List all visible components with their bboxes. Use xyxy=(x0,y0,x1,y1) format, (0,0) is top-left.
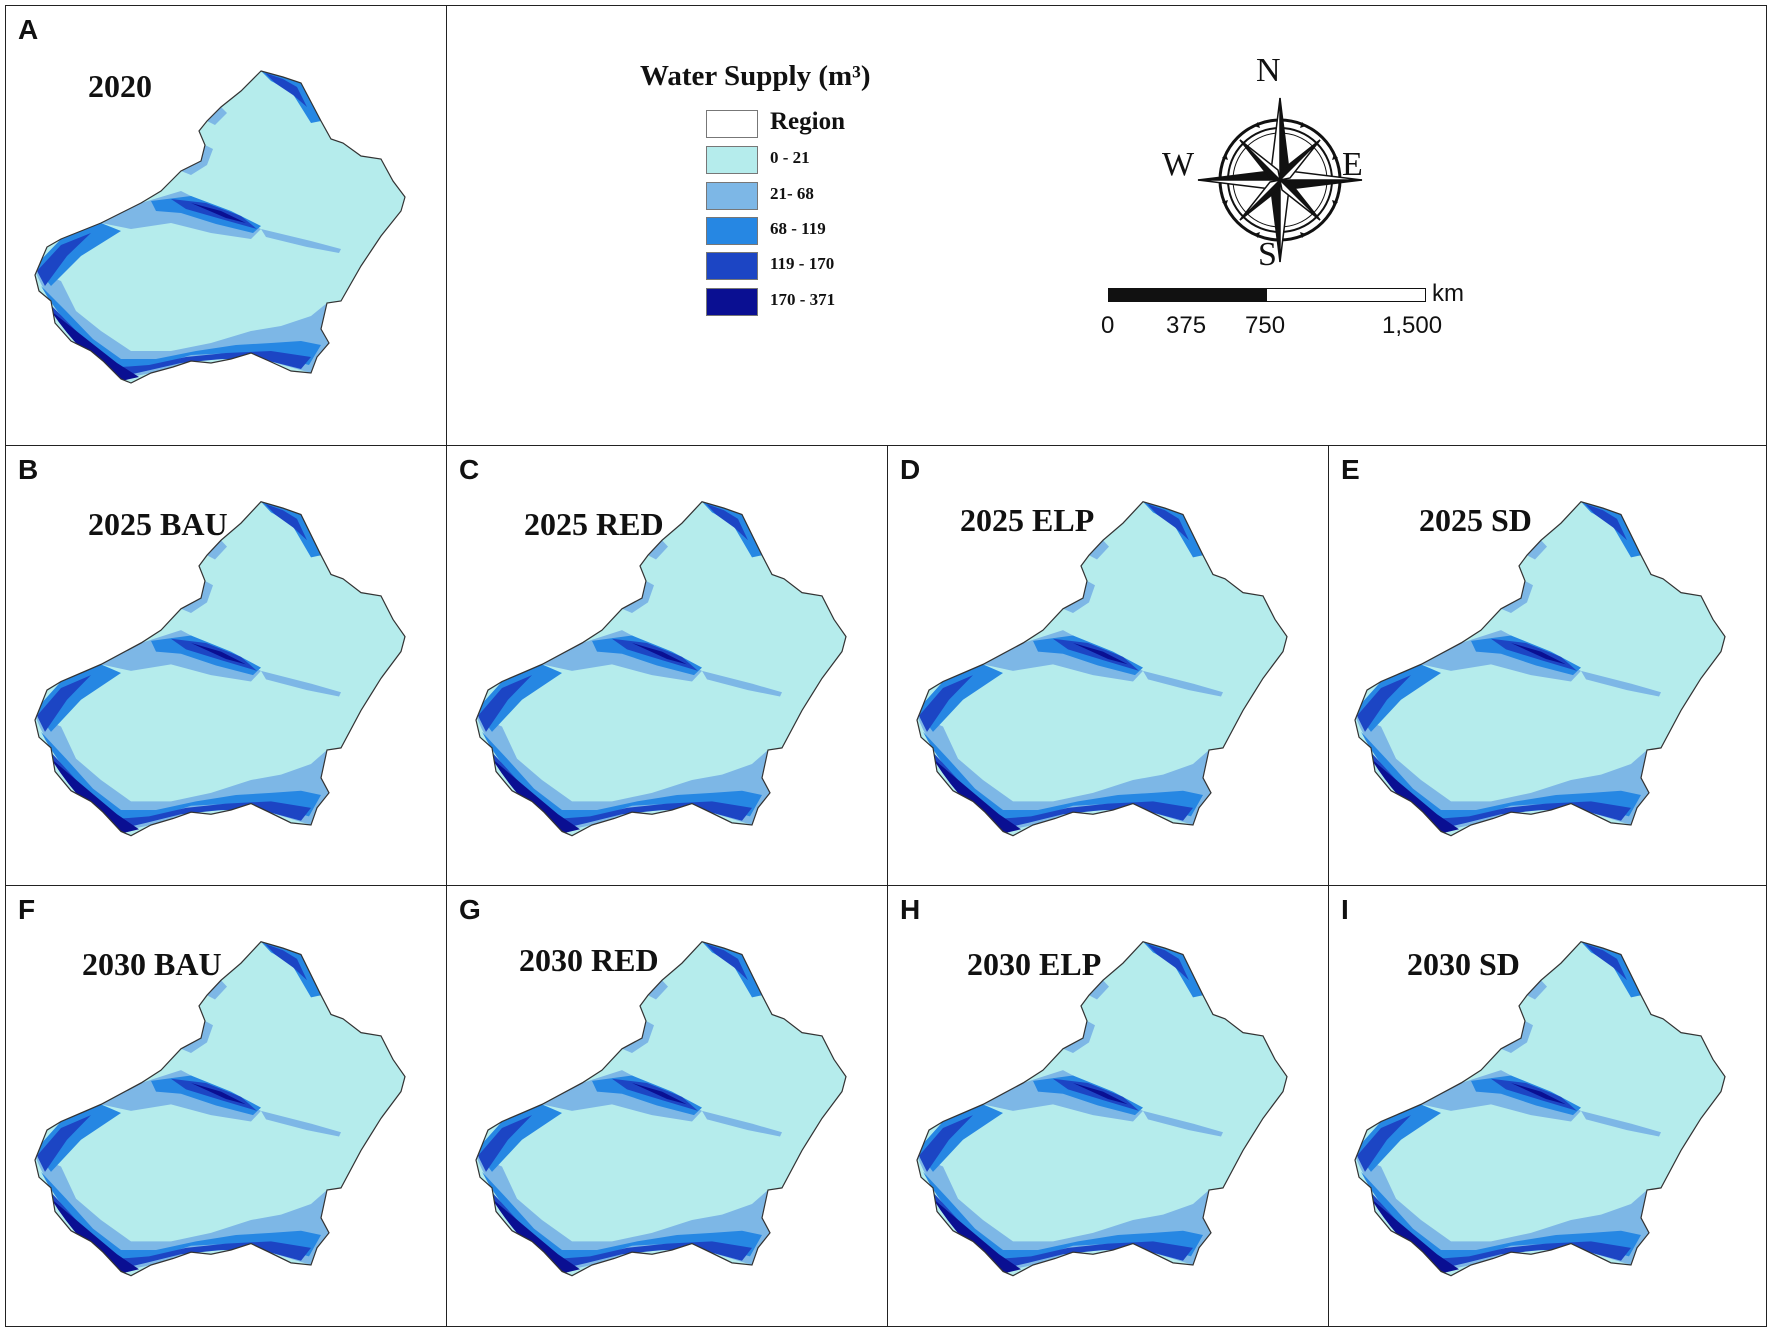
compass-east: E xyxy=(1342,146,1363,183)
legend-label: 68 - 119 xyxy=(770,219,826,238)
compass-north: N xyxy=(1256,52,1281,89)
panel-title: 2025 BAU xyxy=(88,506,228,542)
legend-label: 21- 68 xyxy=(770,184,814,203)
xinjiang-map xyxy=(903,931,1323,1311)
legend-swatch xyxy=(706,146,758,174)
xinjiang-map xyxy=(462,491,882,871)
panel-title: 2030 ELP xyxy=(967,946,1102,982)
panel-label: G xyxy=(459,894,481,925)
legend-swatch xyxy=(706,288,758,316)
scale-tick-1500: 1,500 xyxy=(1382,312,1443,339)
panel-label: H xyxy=(900,894,921,925)
scale-tick-375: 375 xyxy=(1166,312,1207,339)
panel-e: E 2025 SD xyxy=(1328,445,1767,886)
panel-label: E xyxy=(1341,454,1360,485)
scale-bar-black-segment xyxy=(1109,289,1267,301)
xinjiang-map xyxy=(1341,491,1761,871)
legend-swatch xyxy=(706,110,758,138)
legend-label: 170 - 371 xyxy=(770,290,836,309)
legend-swatch xyxy=(706,252,758,280)
panel-g: G 2030 RED xyxy=(446,885,888,1327)
panel-label: F xyxy=(18,894,36,925)
panel-title: 2030 RED xyxy=(519,942,659,978)
xinjiang-map xyxy=(462,931,882,1311)
legend-swatch xyxy=(706,182,758,210)
compass-south: S xyxy=(1258,236,1277,273)
panel-title: 2020 xyxy=(88,68,152,104)
xinjiang-map xyxy=(903,491,1323,871)
panel-b: B 2025 BAU xyxy=(5,445,447,886)
panel-label: B xyxy=(18,454,39,485)
legend-panel xyxy=(446,5,1767,446)
panel-label: C xyxy=(459,454,480,485)
panel-i: I 2030 SD xyxy=(1328,885,1767,1327)
legend-label: 119 - 170 xyxy=(770,254,835,273)
panel-title: 2025 SD xyxy=(1419,502,1532,538)
xinjiang-map xyxy=(21,491,441,871)
panel-title: 2025 ELP xyxy=(960,502,1095,538)
panel-c: C 2025 RED xyxy=(446,445,888,886)
xinjiang-map xyxy=(21,61,441,416)
panel-title: 2030 SD xyxy=(1407,946,1520,982)
xinjiang-map xyxy=(1341,931,1761,1311)
panel-title: 2025 RED xyxy=(524,506,664,542)
panel-label: I xyxy=(1341,894,1349,925)
panel-f: F 2030 BAU xyxy=(5,885,447,1327)
scale-unit: km xyxy=(1432,280,1464,307)
scale-bar xyxy=(1108,288,1426,302)
panel-a: A 2020 xyxy=(5,5,447,446)
panel-title: 2030 BAU xyxy=(82,946,222,982)
panel-label: D xyxy=(900,454,921,485)
legend-label: Region xyxy=(770,108,845,135)
legend-title: Water Supply (m³) xyxy=(640,60,871,92)
panel-d: D 2025 ELP xyxy=(887,445,1329,886)
compass-rose xyxy=(1197,97,1363,263)
legend-swatch xyxy=(706,217,758,245)
panel-label: A xyxy=(18,14,39,45)
legend-label: 0 - 21 xyxy=(770,148,810,167)
compass-west: W xyxy=(1162,146,1195,183)
scale-tick-750: 750 xyxy=(1245,312,1286,339)
scale-tick-0: 0 xyxy=(1101,312,1115,339)
panel-h: H 2030 ELP xyxy=(887,885,1329,1327)
xinjiang-map xyxy=(21,931,441,1311)
